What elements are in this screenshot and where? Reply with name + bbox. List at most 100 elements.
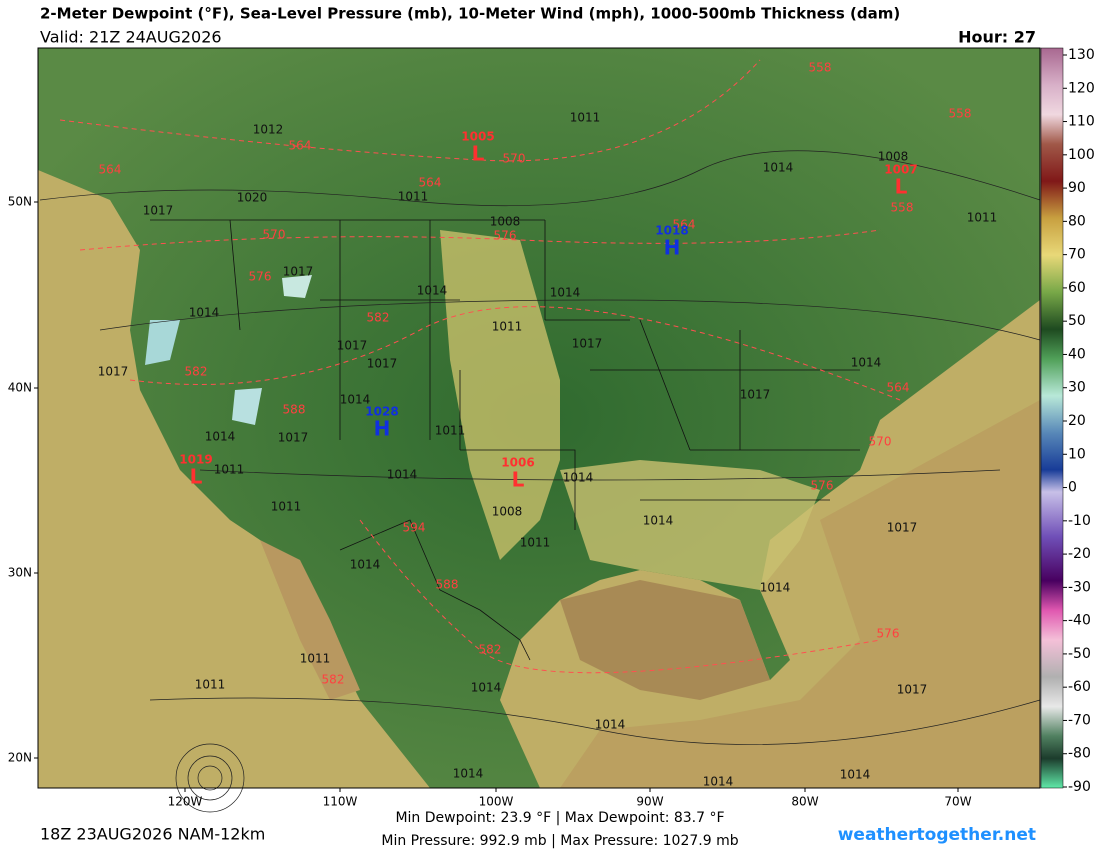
thickness-label: 564 (419, 176, 442, 190)
isobar-label: 1014 (387, 468, 418, 482)
colorbar-tick-label: -50 (1068, 646, 1091, 662)
colorbar-tick-label: -70 (1068, 712, 1091, 728)
thickness-label: 582 (322, 673, 345, 687)
thickness-label: 558 (891, 201, 914, 215)
colorbar-tick-label: -40 (1068, 613, 1091, 629)
isobar-label: 1017 (337, 339, 368, 353)
site-name: weathertogether.net (838, 825, 1036, 845)
isobar-label: 1017 (887, 521, 918, 535)
isobar-label: 1020 (237, 191, 268, 205)
low-pressure: 1006 (501, 456, 534, 470)
pressure-range: Min Pressure: 992.9 mb | Max Pressure: 1… (381, 833, 738, 849)
isobar-label: 1011 (492, 320, 523, 334)
low-symbol: L (190, 465, 203, 489)
isobar-label: 1008 (490, 215, 521, 229)
isobar-label: 1014 (189, 306, 220, 320)
dry-spot (145, 320, 180, 365)
thickness-label: 564 (289, 139, 312, 153)
isobar-label: 1011 (967, 211, 998, 225)
colorbar-tick-label: 90 (1068, 180, 1086, 196)
lat-label: 20N (8, 751, 32, 765)
isobar-label: 1008 (878, 150, 909, 164)
low-symbol: L (512, 468, 525, 492)
isobar-label: 1017 (572, 337, 603, 351)
southeast-area (560, 460, 820, 590)
colorbar-tick-label: 130 (1068, 47, 1095, 63)
thickness-label: 570 (503, 152, 526, 166)
high-symbol: H (664, 236, 681, 260)
colorbar-tick-label: 100 (1068, 147, 1095, 163)
thickness-label: 576 (494, 229, 517, 243)
low-pressure: 1007 (884, 163, 917, 177)
isobar-label: 1017 (283, 265, 314, 279)
forecast-hour: Hour: 27 (958, 28, 1036, 47)
isobar-label: 1017 (143, 204, 174, 218)
dry-spot (232, 388, 262, 425)
thickness-label: 570 (869, 435, 892, 449)
isobar-label: 1014 (851, 356, 882, 370)
colorbar-tick-label: 20 (1068, 413, 1086, 429)
lon-label: 80W (791, 795, 818, 809)
map-frame (37, 47, 1041, 789)
isobar-label: 1011 (520, 536, 551, 550)
isobars (39, 150, 1041, 813)
colorbar-tick-label: 60 (1068, 280, 1086, 296)
isobar-label: 1011 (570, 111, 601, 125)
high-pressure: 1028 (365, 405, 398, 419)
baja-area (260, 540, 360, 700)
colorbar-tick-label: -20 (1068, 546, 1091, 562)
colorbar-tick-label: -10 (1068, 513, 1091, 529)
isobar-label: 1011 (300, 652, 331, 666)
isobar-label: 1014 (471, 681, 502, 695)
isobar-label: 1014 (205, 430, 236, 444)
lon-label: 70W (944, 795, 971, 809)
isobar-label: 1014 (763, 161, 794, 175)
colorbar-tick-label: 120 (1068, 80, 1095, 96)
lon-label: 90W (636, 795, 663, 809)
lat-label: 30N (8, 566, 32, 580)
high-pressure: 1018 (655, 224, 688, 238)
isobar-label: 1014 (417, 284, 448, 298)
colorbar-tick-label: 40 (1068, 346, 1086, 362)
isobar-label: 1011 (271, 500, 302, 514)
isobar-label: 1014 (703, 775, 734, 789)
colorbar (1040, 47, 1064, 789)
thickness-label: 582 (479, 643, 502, 657)
lon-label: 100W (479, 795, 514, 809)
isobar-label: 1014 (760, 581, 791, 595)
thickness-label: 594 (403, 521, 426, 535)
thickness-label: 576 (877, 627, 900, 641)
thickness-label: 564 (887, 381, 910, 395)
atlantic (560, 400, 1040, 788)
gulf (560, 580, 770, 700)
colorbar-tick-label: 80 (1068, 213, 1086, 229)
thickness-label: 558 (949, 107, 972, 121)
dry-spot (282, 275, 312, 298)
colorbar-tick-label: -90 (1068, 779, 1091, 795)
low-pressure: 1005 (461, 130, 494, 144)
isobar-label: 1014 (643, 514, 674, 528)
low-symbol: L (895, 175, 908, 199)
colorbar-tick-label: 0 (1068, 480, 1077, 496)
isobar-label: 1014 (340, 393, 371, 407)
thickness-label: 588 (436, 578, 459, 592)
isobar-label: 1017 (98, 365, 129, 379)
isobar-label: 1011 (435, 424, 466, 438)
isobar-label: 1014 (350, 558, 381, 572)
model-run: 18Z 23AUG2026 NAM-12km (40, 825, 265, 844)
lat-label: 50N (8, 195, 32, 209)
low-pressure: 1019 (179, 453, 212, 467)
colorbar-tick-label: -80 (1068, 746, 1091, 762)
borders (150, 219, 860, 661)
isobar-label: 1017 (278, 431, 309, 445)
colorbar-tick-label: 110 (1068, 114, 1095, 130)
colorbar-tick-label: 30 (1068, 380, 1086, 396)
thickness-label: 588 (283, 403, 306, 417)
colorbar-tick-label: 50 (1068, 313, 1086, 329)
thickness-label: 558 (809, 61, 832, 75)
isobar-label: 1012 (253, 123, 284, 137)
thickness-label: 582 (185, 365, 208, 379)
isobar-label: 1011 (195, 678, 226, 692)
lat-label: 40N (8, 381, 32, 395)
